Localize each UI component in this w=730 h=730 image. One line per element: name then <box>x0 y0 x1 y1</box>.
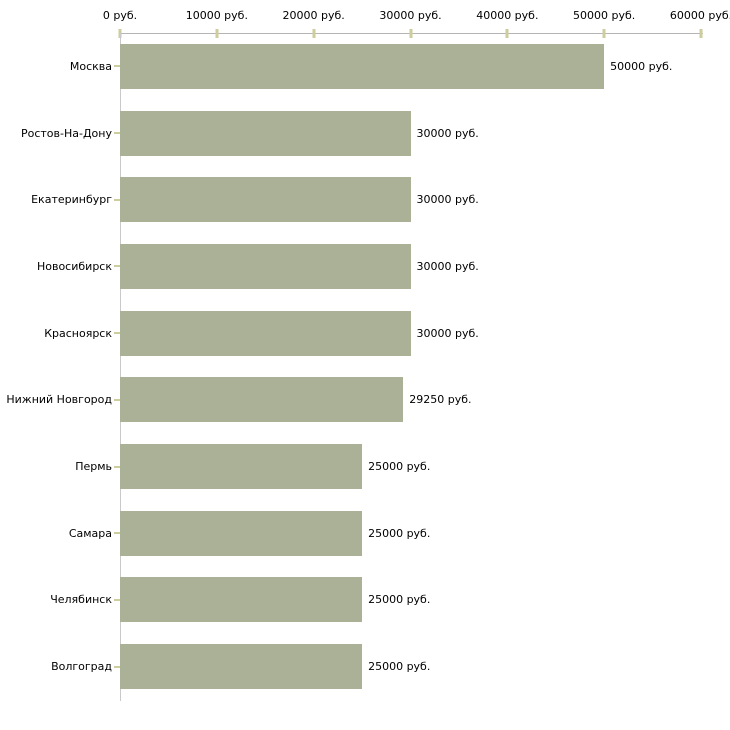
bar <box>120 377 404 423</box>
value-label: 25000 руб. <box>368 460 431 474</box>
x-tick-label: 20000 руб. <box>282 9 345 22</box>
value-label: 25000 руб. <box>368 593 431 607</box>
bar <box>120 577 363 623</box>
x-tick-mark <box>215 29 219 38</box>
chart-row: Москва 50000 руб. <box>0 33 701 100</box>
bar <box>120 243 411 289</box>
bar <box>120 43 605 89</box>
bar-area: 30000 руб. <box>120 100 701 167</box>
x-tick-label: 30000 руб. <box>379 9 442 22</box>
chart-row: Екатеринбург 30000 руб. <box>0 166 701 233</box>
category-tick-mark <box>114 65 120 68</box>
category-tick-mark <box>114 265 120 268</box>
value-label: 30000 руб. <box>416 326 479 340</box>
chart-row: Челябинск 25000 руб. <box>0 567 701 634</box>
chart-row: Красноярск 30000 руб. <box>0 300 701 367</box>
bar-area: 29250 руб. <box>120 367 701 434</box>
x-tick-label: 40000 руб. <box>476 9 539 22</box>
bar <box>120 310 411 356</box>
x-tick-mark <box>699 29 703 38</box>
category-tick-mark <box>114 598 120 601</box>
bar-area: 25000 руб. <box>120 567 701 634</box>
chart-row: Ростов-На-Дону 30000 руб. <box>0 100 701 167</box>
bar-area: 30000 руб. <box>120 166 701 233</box>
bar-area: 25000 руб. <box>120 500 701 567</box>
bar <box>120 110 411 156</box>
category-tick-mark <box>114 132 120 135</box>
chart-row: Нижний Новгород 29250 руб. <box>0 367 701 434</box>
category-label: Москва <box>69 59 112 73</box>
category-tick-mark <box>114 532 120 535</box>
bar-area: 30000 руб. <box>120 233 701 300</box>
value-label: 50000 руб. <box>610 59 673 73</box>
x-tick-mark <box>409 29 412 38</box>
bar <box>120 644 363 690</box>
value-label: 30000 руб. <box>416 126 479 140</box>
x-tick-label: 50000 руб. <box>573 9 636 22</box>
y-axis-line <box>120 33 121 701</box>
bar <box>120 444 363 490</box>
bar <box>120 510 363 556</box>
category-label: Челябинск <box>50 593 112 607</box>
chart-rows: Москва 50000 руб. Ростов-На-Дону 30000 руб.… <box>0 33 701 700</box>
category-tick-mark <box>114 665 120 668</box>
bar-area: 30000 руб. <box>120 300 701 367</box>
category-label: Новосибирск <box>36 259 112 273</box>
category-label: Волгоград <box>51 660 112 674</box>
chart-row: Пермь 25000 руб. <box>0 433 701 500</box>
category-label: Нижний Новгород <box>6 393 112 407</box>
category-label: Самара <box>68 526 112 540</box>
chart-row: Самара 25000 руб. <box>0 500 701 567</box>
category-tick-mark <box>114 398 120 401</box>
x-axis-labels: 0 руб. 10000 руб. 20000 руб. 30000 руб. 4000… <box>103 0 730 33</box>
category-label: Екатеринбург <box>31 193 112 207</box>
x-tick-mark <box>602 29 606 38</box>
value-label: 30000 руб. <box>416 193 479 207</box>
category-tick-mark <box>114 198 120 201</box>
bar <box>120 177 411 223</box>
value-label: 29250 руб. <box>409 393 472 407</box>
value-label: 30000 руб. <box>416 259 479 273</box>
value-label: 25000 руб. <box>368 526 431 540</box>
bar-area: 25000 руб. <box>120 433 701 500</box>
bar-area: 25000 руб. <box>120 633 701 700</box>
x-tick-label: 60000 руб. <box>669 9 730 22</box>
category-label: Пермь <box>75 460 112 474</box>
category-label: Красноярск <box>44 326 112 340</box>
x-tick-mark <box>312 29 316 38</box>
chart-row: Волгоград 25000 руб. <box>0 633 701 700</box>
category-tick-mark <box>114 465 120 468</box>
value-label: 25000 руб. <box>368 660 431 674</box>
x-tick-mark <box>505 29 509 38</box>
bar-area: 50000 руб. <box>120 33 701 100</box>
category-label: Ростов-На-Дону <box>20 126 112 140</box>
chart-row: Новосибирск 30000 руб. <box>0 233 701 300</box>
x-tick-label: 10000 руб. <box>185 9 248 22</box>
x-tick-label: 0 руб. <box>102 9 138 22</box>
category-tick-mark <box>114 332 120 335</box>
